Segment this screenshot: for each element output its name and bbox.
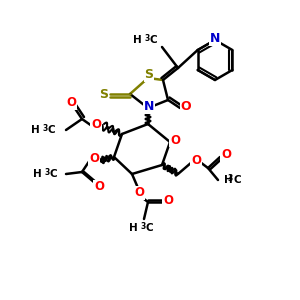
Text: H: H xyxy=(33,169,42,179)
Text: 3: 3 xyxy=(140,222,146,231)
Text: H: H xyxy=(133,35,142,45)
Text: S: S xyxy=(145,68,154,82)
Text: 3: 3 xyxy=(44,168,50,177)
Text: O: O xyxy=(221,148,231,161)
Text: O: O xyxy=(91,118,101,131)
Text: C: C xyxy=(50,169,58,179)
Text: O: O xyxy=(181,100,191,113)
Text: S: S xyxy=(100,88,109,101)
Text: C: C xyxy=(146,223,154,233)
Text: O: O xyxy=(170,134,180,146)
Text: 3: 3 xyxy=(42,124,48,133)
Text: H: H xyxy=(31,125,40,135)
Text: C: C xyxy=(48,125,56,135)
Text: O: O xyxy=(191,154,201,166)
Text: O: O xyxy=(89,152,99,166)
Text: O: O xyxy=(66,97,76,110)
Text: O: O xyxy=(134,187,144,200)
Text: N: N xyxy=(210,32,220,46)
Text: H: H xyxy=(129,223,138,233)
Text: 3: 3 xyxy=(144,34,150,43)
Text: O: O xyxy=(163,194,173,208)
Text: C: C xyxy=(150,35,158,45)
Text: H: H xyxy=(224,175,233,185)
Text: 3: 3 xyxy=(227,174,232,183)
Text: O: O xyxy=(94,181,104,194)
Text: N: N xyxy=(144,100,154,113)
Text: C: C xyxy=(233,175,241,185)
